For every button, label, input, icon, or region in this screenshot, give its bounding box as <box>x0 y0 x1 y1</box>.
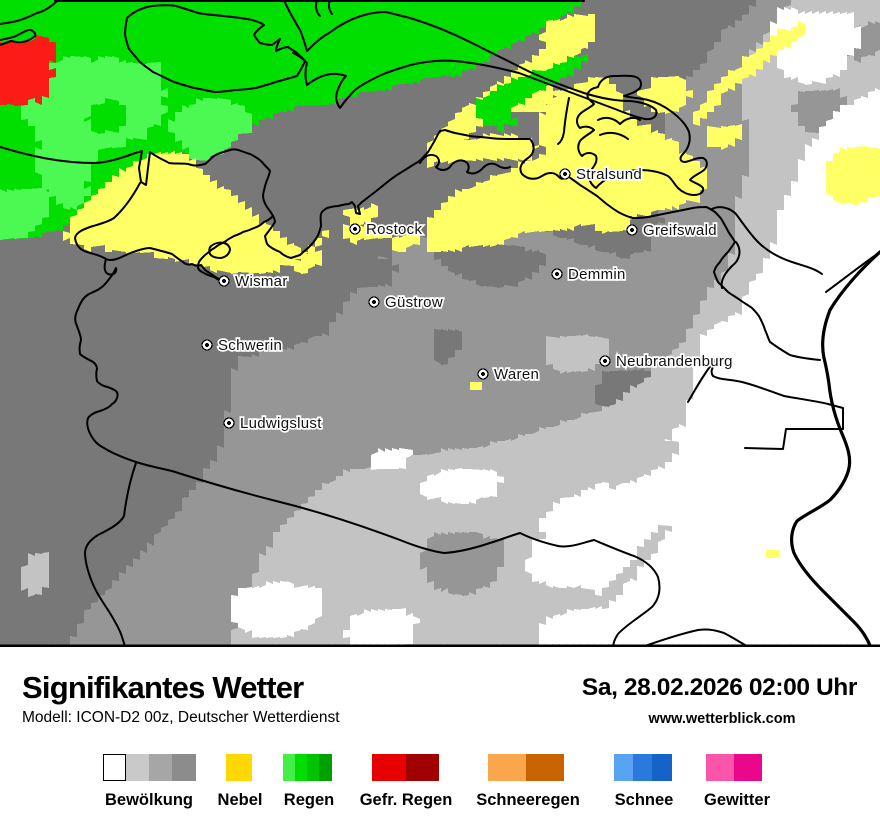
svg-text:Waren: Waren <box>494 366 539 383</box>
svg-text:Schwerin: Schwerin <box>218 337 282 354</box>
svg-text:Wismar: Wismar <box>235 273 288 290</box>
svg-text:Greifswald: Greifswald <box>643 222 717 239</box>
svg-text:Neubrandenburg: Neubrandenburg <box>616 353 733 370</box>
svg-text:Rostock: Rostock <box>366 221 422 238</box>
svg-text:Güstrow: Güstrow <box>385 294 443 311</box>
svg-text:Demmin: Demmin <box>568 266 626 283</box>
svg-text:Ludwigslust: Ludwigslust <box>240 415 322 432</box>
svg-text:Stralsund: Stralsund <box>576 166 642 183</box>
